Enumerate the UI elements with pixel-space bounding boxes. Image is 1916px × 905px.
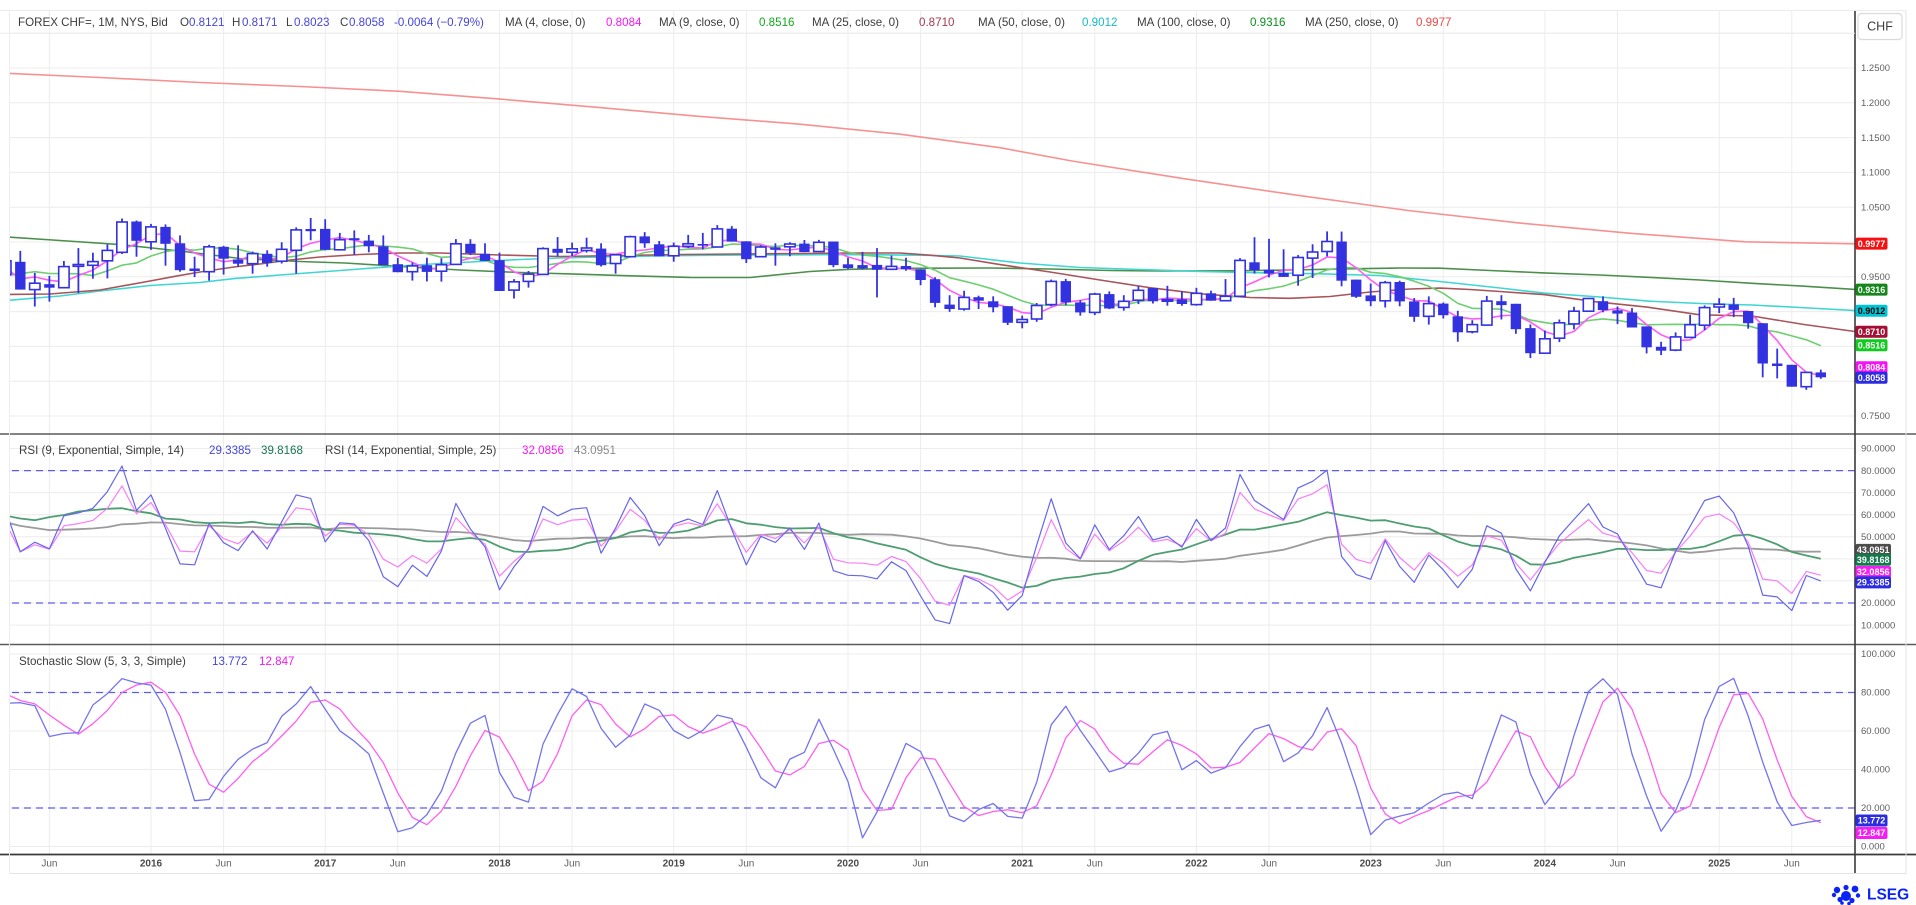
svg-text:Jun: Jun [41,859,57,870]
svg-text:2021: 2021 [1011,859,1034,870]
svg-text:2016: 2016 [140,859,163,870]
svg-text:39.8168: 39.8168 [261,444,303,457]
svg-text:0.9977: 0.9977 [1416,16,1451,29]
svg-text:0.8710: 0.8710 [919,16,954,29]
svg-text:20.000: 20.000 [1861,803,1890,814]
svg-text:0.8516: 0.8516 [1858,341,1886,351]
svg-text:1.1000: 1.1000 [1861,168,1890,179]
svg-text:0.000: 0.000 [1861,842,1885,853]
svg-text:100.000: 100.000 [1861,649,1895,660]
svg-text:RSI (14, Exponential, Simple,: RSI (14, Exponential, Simple, 25) [325,444,497,457]
svg-text:MA (4, close, 0): MA (4, close, 0) [505,16,586,29]
svg-text:60.000: 60.000 [1861,726,1890,737]
svg-text:80.000: 80.000 [1861,688,1890,699]
svg-text:70.0000: 70.0000 [1861,488,1895,499]
svg-text:1.1500: 1.1500 [1861,133,1890,144]
svg-text:Jun: Jun [390,859,406,870]
svg-text:Stochastic Slow (5, 3, 3, Simp: Stochastic Slow (5, 3, 3, Simple) [19,655,186,668]
svg-text:29.3385: 29.3385 [1857,578,1890,588]
svg-text:0.8171: 0.8171 [242,16,277,29]
svg-text:0.9316: 0.9316 [1250,16,1285,29]
svg-text:2024: 2024 [1534,859,1557,870]
svg-text:C: C [340,16,348,29]
svg-text:1.2000: 1.2000 [1861,98,1890,109]
svg-text:0.9500: 0.9500 [1861,272,1890,283]
svg-text:80.0000: 80.0000 [1861,466,1895,477]
svg-text:0.9316: 0.9316 [1858,285,1886,295]
svg-text:MA (250, close, 0): MA (250, close, 0) [1305,16,1399,29]
svg-text:12.847: 12.847 [1858,828,1886,838]
svg-text:2023: 2023 [1360,859,1383,870]
svg-text:32.0856: 32.0856 [1857,567,1890,577]
svg-text:O: O [180,16,189,29]
svg-text:2018: 2018 [488,859,511,870]
svg-text:MA (50, close, 0): MA (50, close, 0) [978,16,1065,29]
svg-text:Jun: Jun [1784,859,1800,870]
svg-text:0.8710: 0.8710 [1858,327,1886,337]
svg-text:LSEG: LSEG [1867,887,1909,904]
svg-text:2020: 2020 [837,859,860,870]
svg-text:20.0000: 20.0000 [1861,598,1895,609]
svg-text:0.8023: 0.8023 [294,16,329,29]
svg-text:Jun: Jun [1087,859,1103,870]
svg-text:MA (100, close, 0): MA (100, close, 0) [1137,16,1231,29]
svg-text:MA (25, close, 0): MA (25, close, 0) [812,16,899,29]
svg-text:39.8168: 39.8168 [1857,555,1890,565]
svg-text:MA (9, close, 0): MA (9, close, 0) [659,16,740,29]
svg-text:10.0000: 10.0000 [1861,620,1895,631]
svg-text:Jun: Jun [1435,859,1451,870]
svg-text:13.772: 13.772 [212,655,247,668]
svg-text:Jun: Jun [738,859,754,870]
svg-text:L: L [286,16,293,29]
svg-text:0.8058: 0.8058 [1858,373,1886,383]
svg-text:32.0856: 32.0856 [522,444,564,457]
svg-text:0.8084: 0.8084 [1858,363,1886,373]
svg-text:CHF: CHF [1867,20,1893,34]
svg-text:50.0000: 50.0000 [1861,532,1895,543]
svg-text:43.0951: 43.0951 [574,444,616,457]
svg-text:2022: 2022 [1185,859,1208,870]
svg-text:0.8084: 0.8084 [606,16,642,29]
svg-text:Jun: Jun [913,859,929,870]
svg-text:0.8058: 0.8058 [349,16,384,29]
svg-text:-0.0064 (−0.79%): -0.0064 (−0.79%) [394,16,484,29]
svg-text:2017: 2017 [314,859,337,870]
svg-text:13.772: 13.772 [1858,816,1886,826]
svg-text:0.9012: 0.9012 [1082,16,1117,29]
svg-text:1.2500: 1.2500 [1861,63,1890,74]
svg-text:0.8121: 0.8121 [189,16,224,29]
svg-text:90.0000: 90.0000 [1861,444,1895,455]
svg-text:0.9012: 0.9012 [1858,306,1886,316]
svg-text:60.0000: 60.0000 [1861,510,1895,521]
svg-text:1.0500: 1.0500 [1861,202,1890,213]
svg-text:2025: 2025 [1708,859,1731,870]
svg-text:Jun: Jun [1609,859,1625,870]
svg-text:29.3385: 29.3385 [209,444,251,457]
svg-text:43.0951: 43.0951 [1857,545,1890,555]
svg-text:Jun: Jun [216,859,232,870]
svg-text:40.000: 40.000 [1861,765,1890,776]
svg-text:0.8516: 0.8516 [759,16,794,29]
svg-text:FOREX CHF=, 1M, NYS, Bid: FOREX CHF=, 1M, NYS, Bid [18,16,168,29]
svg-text:RSI (9, Exponential, Simple, 1: RSI (9, Exponential, Simple, 14) [19,444,184,457]
svg-text:12.847: 12.847 [259,655,294,668]
svg-text:Jun: Jun [564,859,580,870]
svg-text:Jun: Jun [1261,859,1277,870]
svg-text:H: H [232,16,240,29]
svg-text:0.7500: 0.7500 [1861,411,1890,422]
svg-text:0.9977: 0.9977 [1858,239,1886,249]
svg-text:2019: 2019 [663,859,686,870]
